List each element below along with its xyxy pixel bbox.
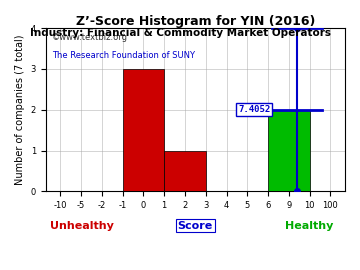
Bar	[122, 69, 164, 191]
Text: The Research Foundation of SUNY: The Research Foundation of SUNY	[51, 51, 195, 60]
Title: Z’-Score Histogram for YIN (2016): Z’-Score Histogram for YIN (2016)	[76, 15, 315, 28]
Y-axis label: Number of companies (7 total): Number of companies (7 total)	[15, 35, 25, 185]
Bar	[268, 110, 310, 191]
Text: Healthy: Healthy	[285, 221, 333, 231]
Text: ©www.textbiz.org: ©www.textbiz.org	[51, 33, 128, 42]
Text: Score: Score	[178, 221, 213, 231]
Text: Unhealthy: Unhealthy	[50, 221, 113, 231]
Text: Industry: Financial & Commodity Market Operators: Industry: Financial & Commodity Market O…	[30, 28, 330, 38]
Text: 7.4052: 7.4052	[238, 105, 270, 114]
Bar	[164, 151, 206, 191]
